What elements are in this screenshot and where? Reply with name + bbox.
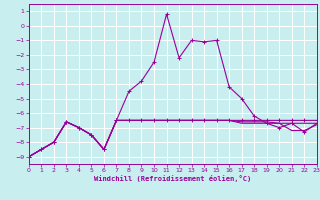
X-axis label: Windchill (Refroidissement éolien,°C): Windchill (Refroidissement éolien,°C) xyxy=(94,175,252,182)
